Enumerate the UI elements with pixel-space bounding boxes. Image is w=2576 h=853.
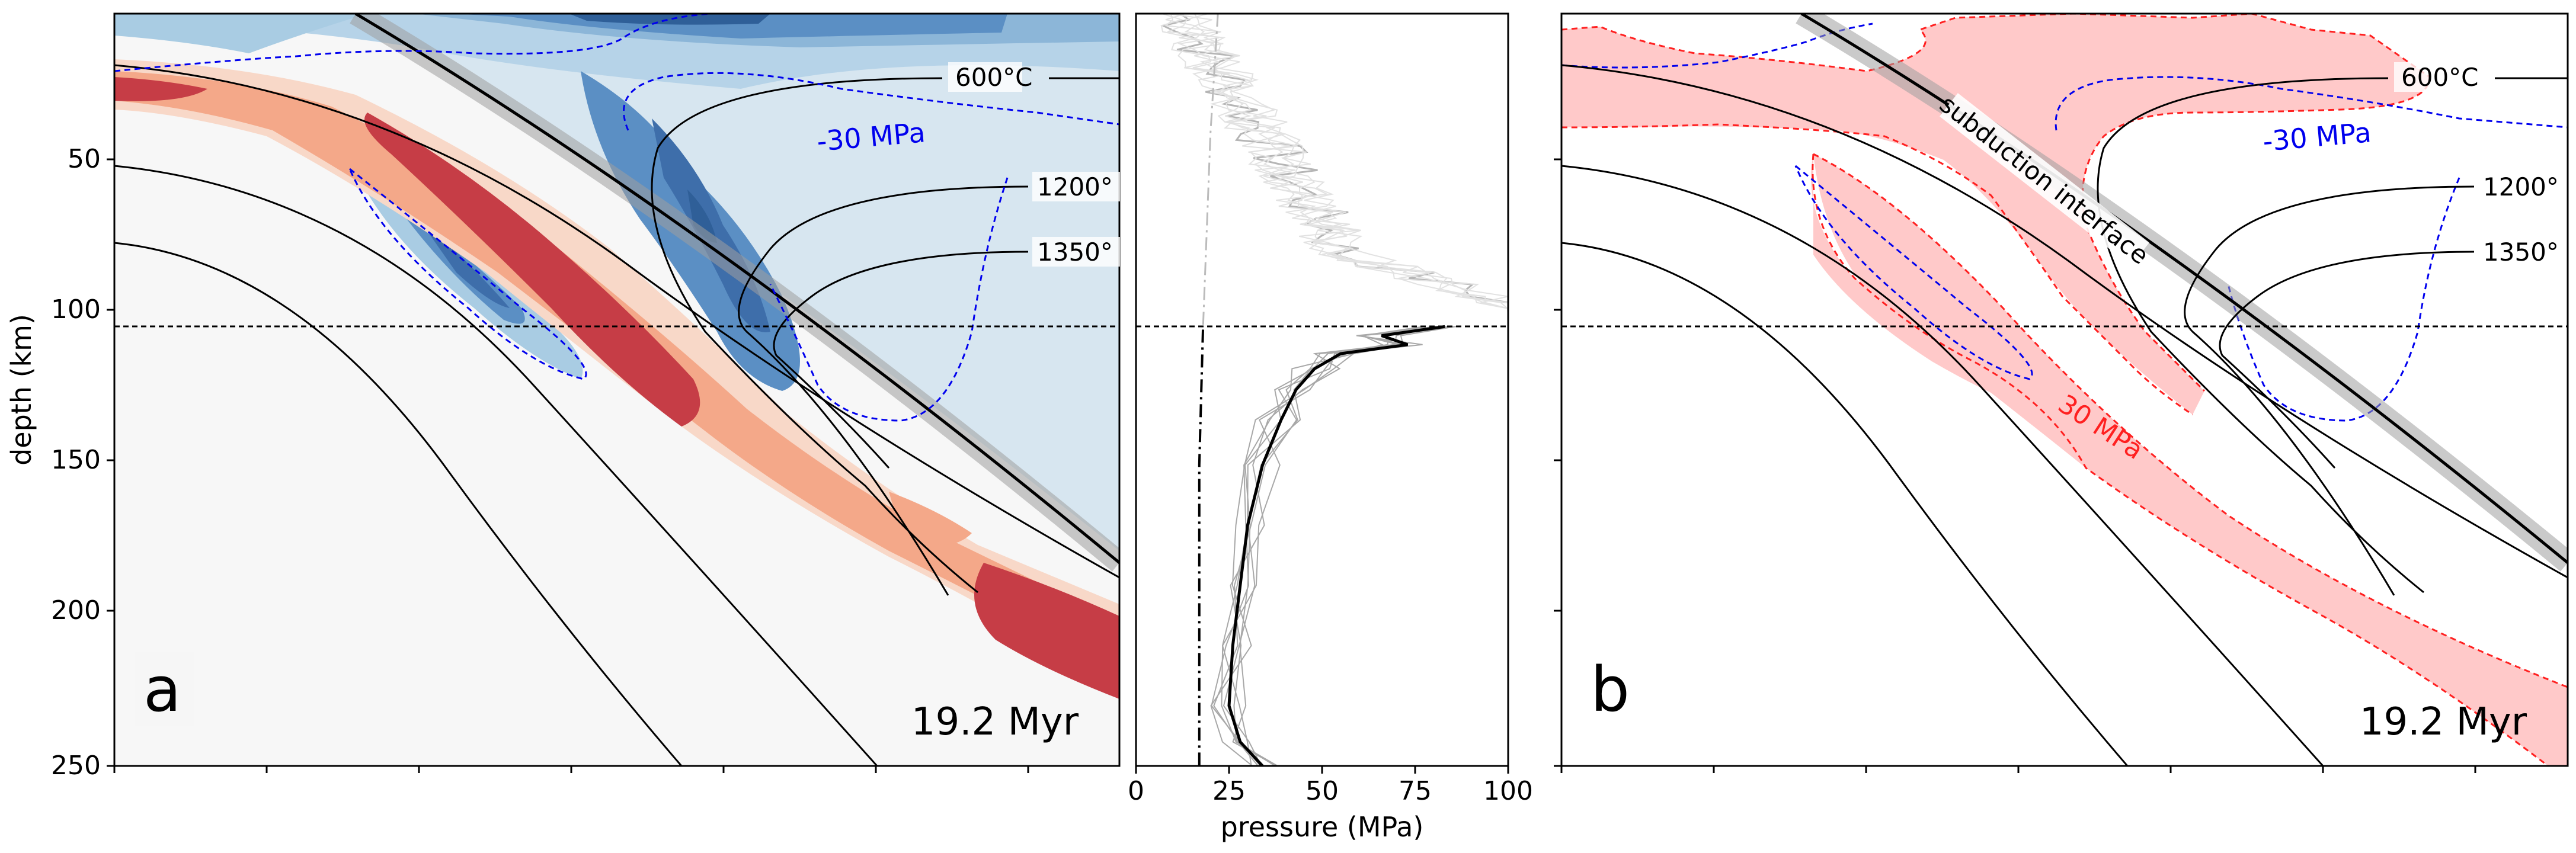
panel-a-time-label: 19.2 Myr (911, 700, 1079, 744)
x-tick-0: 0 (1128, 776, 1144, 806)
x-tick-50: 50 (1305, 776, 1339, 806)
isotherm-1200-label: 1200° (1037, 172, 1113, 201)
y-axis-label: depth (km) (5, 314, 37, 466)
x-tick-100: 100 (1483, 776, 1533, 806)
isotherm-600-label: 600°C (955, 63, 1033, 92)
x-axis-label: pressure (MPa) (1221, 811, 1424, 843)
grey-trace-lower (1221, 326, 1448, 766)
main-pressure-line (1227, 325, 1445, 766)
b-isotherm-1200-label: 1200° (2483, 172, 2559, 201)
panel-a: 50 100 150 200 250 depth (km) 600°C 1200… (5, 12, 1121, 781)
panel-middle-x-axis: 0 25 50 75 100 pressure (MPa) (1128, 766, 1533, 843)
panel-middle: 0 25 50 75 100 pressure (MPa) (1128, 12, 1533, 843)
grey-trace-lower (1232, 326, 1449, 766)
b-isotherm-600-label: 600°C (2401, 63, 2479, 92)
y-tick-150: 150 (51, 445, 101, 475)
panel-a-letter: a (143, 653, 181, 726)
isotherm-1350-label: 1350° (1037, 238, 1113, 267)
panel-b-letter: b (1591, 653, 1630, 726)
grey-trace-upper (1177, 14, 1508, 327)
panel-b-plot-area (1561, 14, 2568, 766)
upper-dashdot-line (1202, 14, 1219, 330)
y-tick-200: 200 (51, 595, 101, 626)
grey-trace-upper (1165, 14, 1508, 327)
y-tick-100: 100 (51, 294, 101, 325)
y-tick-50: 50 (68, 144, 101, 174)
dashdot-reference-line (1198, 329, 1204, 766)
x-tick-75: 75 (1399, 776, 1432, 806)
panel-b: 600°C 1200° 1350° -30 MPa 30 MPa subduct… (1554, 12, 2569, 773)
grey-trace-upper (1164, 14, 1508, 327)
b-isotherm-1350-label: 1350° (2483, 238, 2559, 267)
panel-a-y-axis: 50 100 150 200 250 depth (km) (5, 144, 114, 781)
x-tick-25: 25 (1212, 776, 1246, 806)
panel-a-plot-area (114, 14, 1119, 766)
panel-b-time-label: 19.2 Myr (2360, 700, 2527, 744)
grey-trace-upper (1167, 14, 1508, 327)
y-tick-250: 250 (51, 751, 101, 781)
